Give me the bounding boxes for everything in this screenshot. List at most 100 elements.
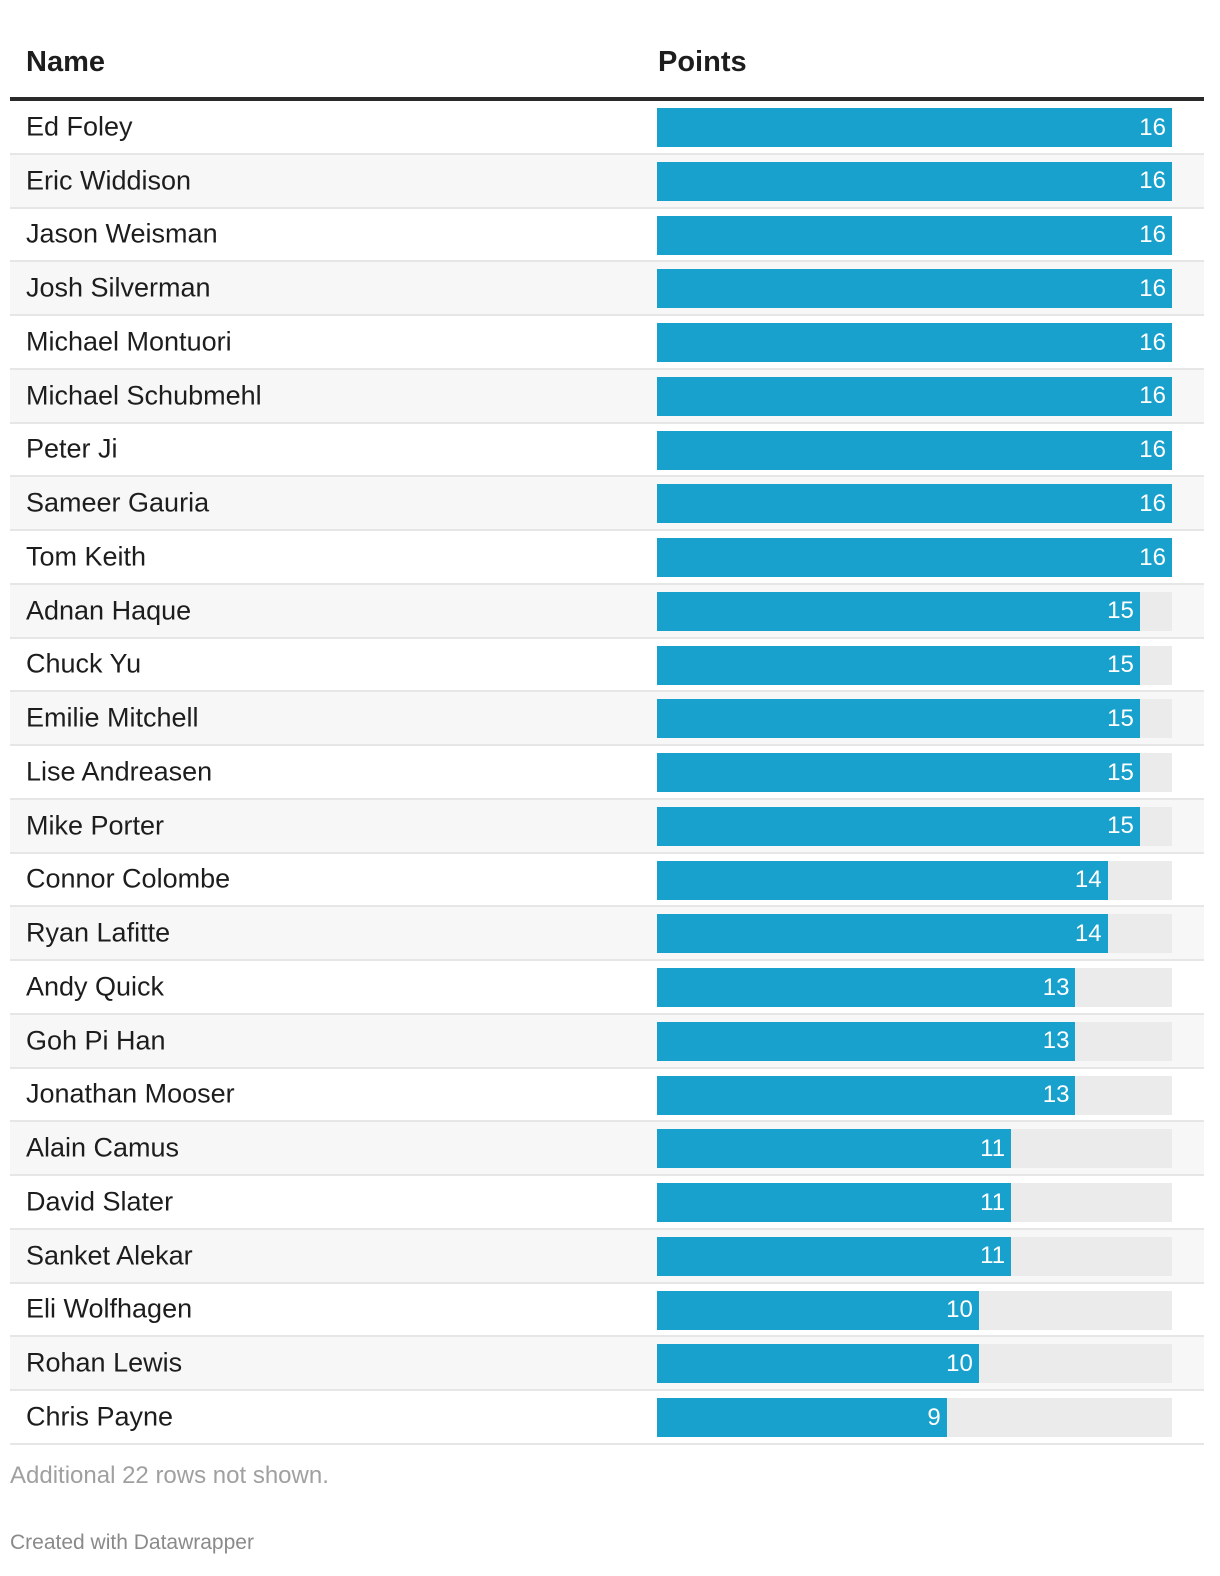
bar-track: 16 — [657, 484, 1172, 524]
bar-track: 16 — [657, 269, 1172, 309]
table-row: Ryan Lafitte 14 — [10, 907, 1204, 961]
points-bar: 13 — [657, 968, 1076, 1007]
points-bar: 15 — [657, 806, 1140, 846]
table-row: Adnan Haque 15 — [10, 584, 1204, 639]
bar-track: 14 — [657, 860, 1172, 900]
row-name: Ed Foley — [26, 111, 133, 142]
table-row: Andy Quick 13 — [10, 961, 1204, 1015]
bar-track: 16 — [657, 430, 1172, 470]
points-value-label: 16 — [1139, 436, 1166, 463]
bar-track: 16 — [657, 323, 1172, 362]
table-row: Ed Foley 16 — [10, 101, 1204, 155]
points-bar: 16 — [657, 161, 1172, 201]
points-bar: 10 — [657, 1344, 979, 1384]
table-row: Connor Colombe 14 — [10, 853, 1204, 908]
row-name: Eli Wolfhagen — [26, 1293, 193, 1324]
points-bar: 16 — [657, 323, 1172, 362]
bar-track: 16 — [657, 108, 1172, 147]
bar-track: 10 — [657, 1344, 1172, 1384]
bar-track: 16 — [657, 215, 1172, 255]
table-row: Jonathan Mooser 13 — [10, 1068, 1204, 1123]
points-bar: 15 — [657, 699, 1140, 739]
points-value-label: 16 — [1139, 221, 1166, 248]
points-value-label: 14 — [1074, 866, 1102, 893]
row-name: Alain Camus — [26, 1132, 180, 1163]
row-name: Lise Andreasen — [26, 756, 213, 787]
points-bar: 13 — [657, 1075, 1076, 1115]
points-value-label: 11 — [980, 1188, 1006, 1216]
points-value-label: 13 — [1042, 1027, 1070, 1055]
row-name: Jonathan Mooser — [26, 1078, 235, 1109]
row-name: Peter Ji — [26, 433, 118, 464]
bar-track: 13 — [657, 968, 1172, 1007]
bar-track: 15 — [657, 699, 1172, 739]
points-value-label: 14 — [1074, 919, 1102, 947]
points-value-label: 13 — [1042, 973, 1070, 1001]
table-row: Michael Montuori 16 — [10, 316, 1204, 370]
points-value-label: 16 — [1139, 274, 1166, 302]
points-bar: 10 — [657, 1290, 979, 1330]
points-bar: 9 — [657, 1398, 947, 1437]
points-bar: 15 — [657, 591, 1140, 631]
column-header-name[interactable]: Name — [26, 46, 105, 78]
points-value-label: 15 — [1107, 812, 1134, 840]
points-value-label: 10 — [946, 1349, 973, 1377]
row-name: Adnan Haque — [26, 595, 192, 626]
row-name: Sameer Gauria — [26, 487, 210, 518]
table-row: Chris Payne 9 — [10, 1391, 1204, 1445]
table-row: Emilie Mitchell 15 — [10, 692, 1204, 746]
row-name: Chris Payne — [26, 1401, 174, 1432]
points-value-label: 13 — [1042, 1081, 1070, 1108]
row-name: Michael Schubmehl — [26, 380, 262, 411]
points-value-label: 11 — [980, 1242, 1006, 1270]
points-bar: 11 — [657, 1129, 1012, 1169]
points-bar: 16 — [657, 215, 1172, 255]
datawrapper-credit: Created with Datawrapper — [10, 1531, 254, 1554]
table-row: Chuck Yu 15 — [10, 638, 1204, 693]
table-row: Josh Silverman 16 — [10, 262, 1204, 316]
points-value-label: 15 — [1107, 758, 1134, 786]
points-value-label: 16 — [1139, 543, 1166, 571]
points-bar: 14 — [657, 914, 1108, 954]
row-name: Emilie Mitchell — [26, 702, 199, 733]
points-value-label: 16 — [1139, 113, 1166, 141]
points-bar: 16 — [657, 430, 1172, 470]
points-value-label: 16 — [1139, 167, 1166, 195]
table-row: Sanket Alekar 11 — [10, 1229, 1204, 1284]
points-value-label: 15 — [1107, 597, 1134, 625]
bar-track: 9 — [657, 1398, 1172, 1437]
bar-track: 15 — [657, 806, 1172, 846]
table-row: Sameer Gauria 16 — [10, 477, 1204, 531]
bar-track: 14 — [657, 914, 1172, 954]
table-row: Rohan Lewis 10 — [10, 1337, 1204, 1391]
row-name: Jason Weisman — [26, 218, 218, 249]
row-name: Tom Keith — [26, 541, 147, 572]
points-value-label: 9 — [927, 1403, 941, 1431]
column-header-points[interactable]: Points — [658, 46, 747, 78]
rows-not-shown-note: Additional 22 rows not shown. — [10, 1462, 329, 1489]
bar-track: 11 — [657, 1236, 1172, 1276]
points-bar: 16 — [657, 376, 1172, 416]
row-name: Rohan Lewis — [26, 1347, 183, 1378]
points-value-label: 16 — [1139, 382, 1166, 410]
points-bar: 13 — [657, 1021, 1076, 1061]
bar-track: 13 — [657, 1021, 1172, 1061]
bar-track: 11 — [657, 1183, 1172, 1222]
points-bar: 11 — [657, 1236, 1012, 1276]
bar-track: 15 — [657, 753, 1172, 792]
bar-track: 16 — [657, 376, 1172, 416]
points-value-label: 10 — [946, 1296, 973, 1323]
points-bar: 15 — [657, 645, 1140, 685]
points-value-label: 11 — [980, 1134, 1006, 1162]
table-row: Eric Widdison 16 — [10, 154, 1204, 209]
table-row: Eli Wolfhagen 10 — [10, 1283, 1204, 1338]
points-value-label: 16 — [1139, 328, 1166, 356]
points-bar: 15 — [657, 753, 1140, 792]
row-name: Goh Pi Han — [26, 1025, 166, 1056]
table-row: Tom Keith 16 — [10, 531, 1204, 585]
points-bar: 16 — [657, 269, 1172, 309]
table-row: Michael Schubmehl 16 — [10, 369, 1204, 424]
points-bar: 14 — [657, 860, 1108, 900]
table-header: Name Points — [10, 0, 1204, 101]
points-value-label: 15 — [1107, 651, 1134, 678]
